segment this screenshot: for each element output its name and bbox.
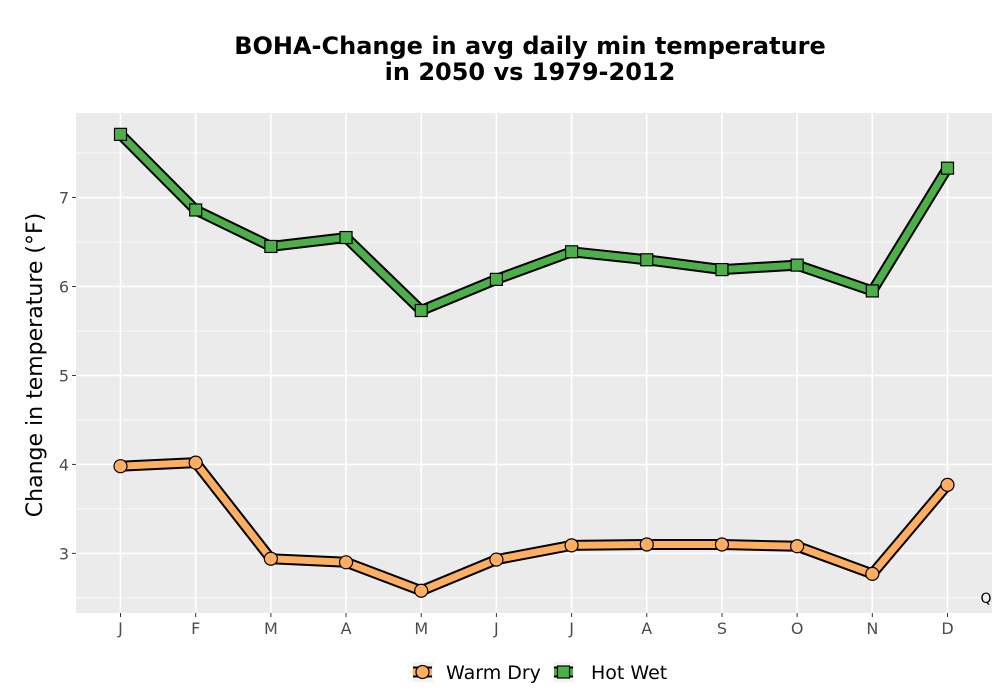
data-point [714,537,730,552]
x-tick-label: J [568,619,574,638]
data-point [339,230,353,245]
x-tick-label: A [641,619,652,638]
x-tick-label: A [341,619,352,638]
y-axis-ticks: 3 4 5 6 7 [59,189,76,563]
data-point [940,477,955,492]
legend-label: Hot Wet [591,662,667,684]
x-tick-label: S [717,619,727,638]
data-point [113,127,128,141]
plot-panel [76,113,992,613]
data-point [189,203,203,217]
y-tick-label: 4 [59,455,69,474]
data-point [564,538,579,553]
data-point [414,303,428,318]
data-point [564,245,579,259]
x-tick-label: J [117,619,123,638]
y-tick-label: 5 [59,366,69,385]
y-tick-label: 6 [59,277,69,296]
data-point [338,555,354,570]
data-point [264,239,278,254]
data-point [489,552,504,567]
corner-annotation: Q [980,591,991,607]
major-gridlines [76,113,992,613]
data-point [715,262,729,277]
x-tick-label: M [414,619,428,638]
x-tick-label: J [493,619,499,638]
legend-item-hot-wet: Hot Wet [553,662,667,684]
data-point [263,551,278,566]
data-point [489,272,504,286]
x-tick-label: M [264,619,278,638]
y-axis-title: Change in temperature (°F) [23,213,48,517]
data-point [865,566,880,581]
x-tick-label: F [191,619,200,638]
data-point [113,459,128,474]
data-point [790,539,805,554]
x-tick-label: O [791,619,804,638]
y-tick-label: 3 [59,544,69,563]
series-warm-dry [113,455,955,598]
data-point [414,583,429,598]
data-point [790,258,804,272]
data-point [640,253,654,267]
data-point [865,284,879,298]
legend-label: Warm Dry [446,662,541,684]
series-line [120,459,951,595]
data-point [940,161,955,175]
data-point [188,455,203,470]
legend-marker [556,665,571,679]
y-tick-label: 7 [59,189,69,208]
chart-title-line-1: BOHA-Change in avg daily min temperature [234,32,826,60]
series-hot-wet [113,127,955,318]
x-tick-label: N [866,619,878,638]
chart-title-line-2: in 2050 vs 1979-2012 [385,58,676,86]
series-line [118,131,951,315]
x-tick-label: D [941,619,953,638]
legend: Warm Dry Hot Wet [412,662,667,684]
series-layer [113,127,955,598]
legend-item-warm-dry: Warm Dry [412,662,541,684]
data-point [639,537,654,552]
legend-marker [415,664,430,680]
